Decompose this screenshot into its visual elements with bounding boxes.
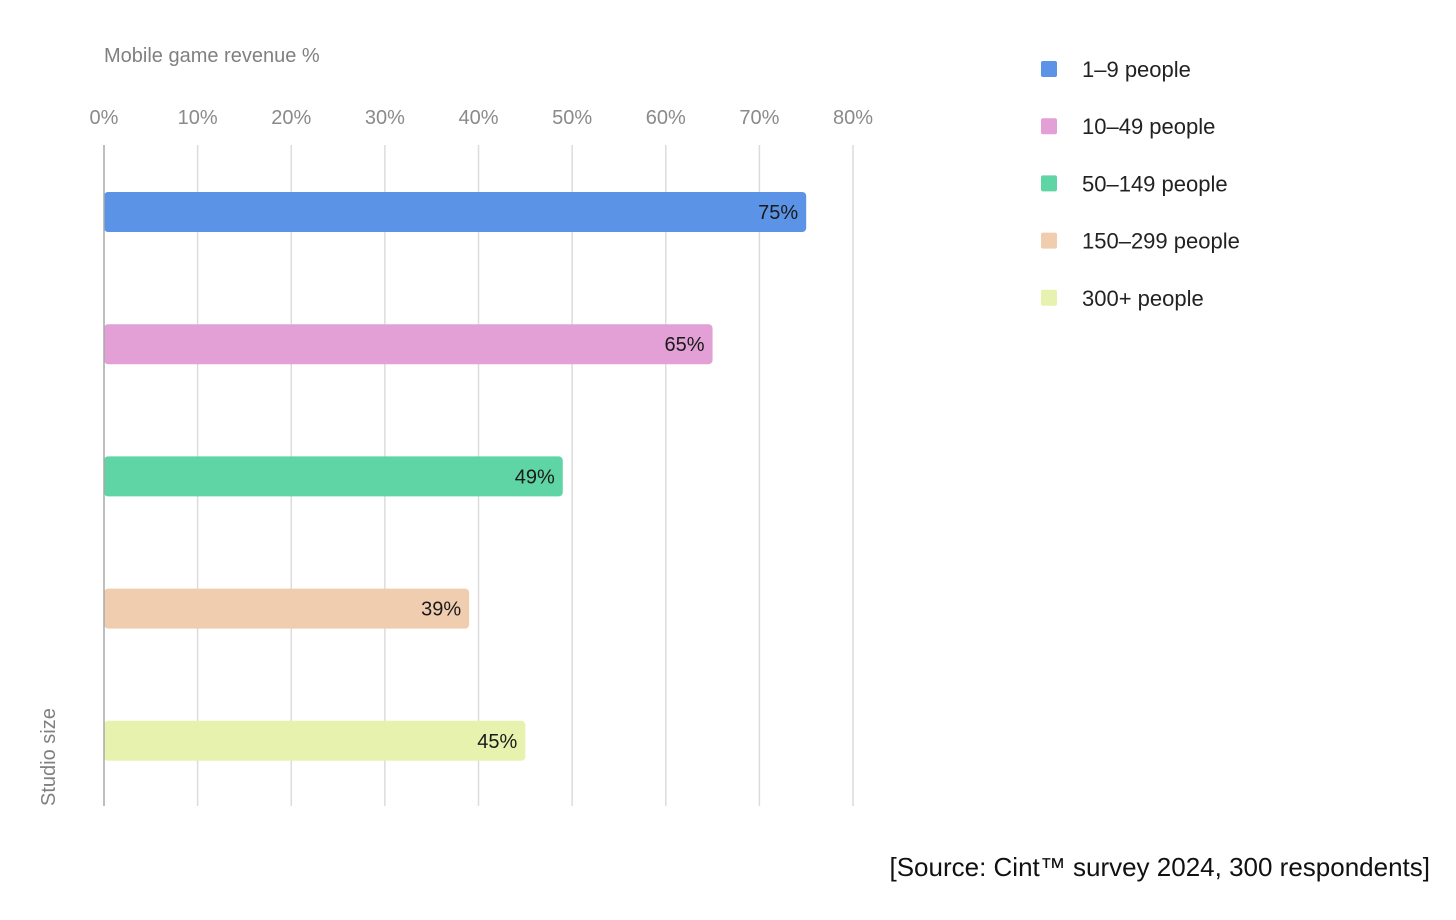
x-axis-title: Mobile game revenue % xyxy=(104,45,320,67)
y-axis-title: Studio size xyxy=(38,708,60,806)
bar-value-label: 39% xyxy=(421,599,461,621)
legend-swatch xyxy=(1041,175,1057,192)
x-tick-label: 30% xyxy=(365,107,405,129)
x-tick-label: 10% xyxy=(178,107,218,129)
bar-value-label: 45% xyxy=(477,731,517,753)
x-tick-label: 20% xyxy=(271,107,311,129)
legend-swatch xyxy=(1041,232,1057,249)
bar-value-label: 49% xyxy=(515,466,555,488)
legend-label: 1–9 people xyxy=(1082,57,1191,82)
legend-label: 300+ people xyxy=(1082,286,1204,311)
bar xyxy=(104,456,563,497)
legend-label: 150–299 people xyxy=(1082,229,1240,254)
bar-value-label: 65% xyxy=(665,334,705,356)
x-tick-label: 0% xyxy=(90,107,119,129)
legend-swatch xyxy=(1041,61,1057,77)
x-tick-label: 50% xyxy=(552,107,592,129)
bar xyxy=(104,324,713,365)
x-tick-label: 80% xyxy=(833,107,873,129)
x-tick-label: 40% xyxy=(458,107,498,129)
bar xyxy=(104,192,807,232)
legend-label: 50–149 people xyxy=(1082,171,1228,196)
bar xyxy=(104,588,470,629)
source-note: [Source: Cint™ survey 2024, 300 responde… xyxy=(889,852,1430,882)
legend-swatch xyxy=(1041,289,1057,306)
x-tick-label: 60% xyxy=(646,107,686,129)
legend-label: 10–49 people xyxy=(1082,114,1215,139)
bar xyxy=(104,720,526,761)
legend-swatch xyxy=(1041,118,1057,135)
x-tick-label: 70% xyxy=(739,107,779,129)
bar-value-label: 75% xyxy=(758,202,798,224)
